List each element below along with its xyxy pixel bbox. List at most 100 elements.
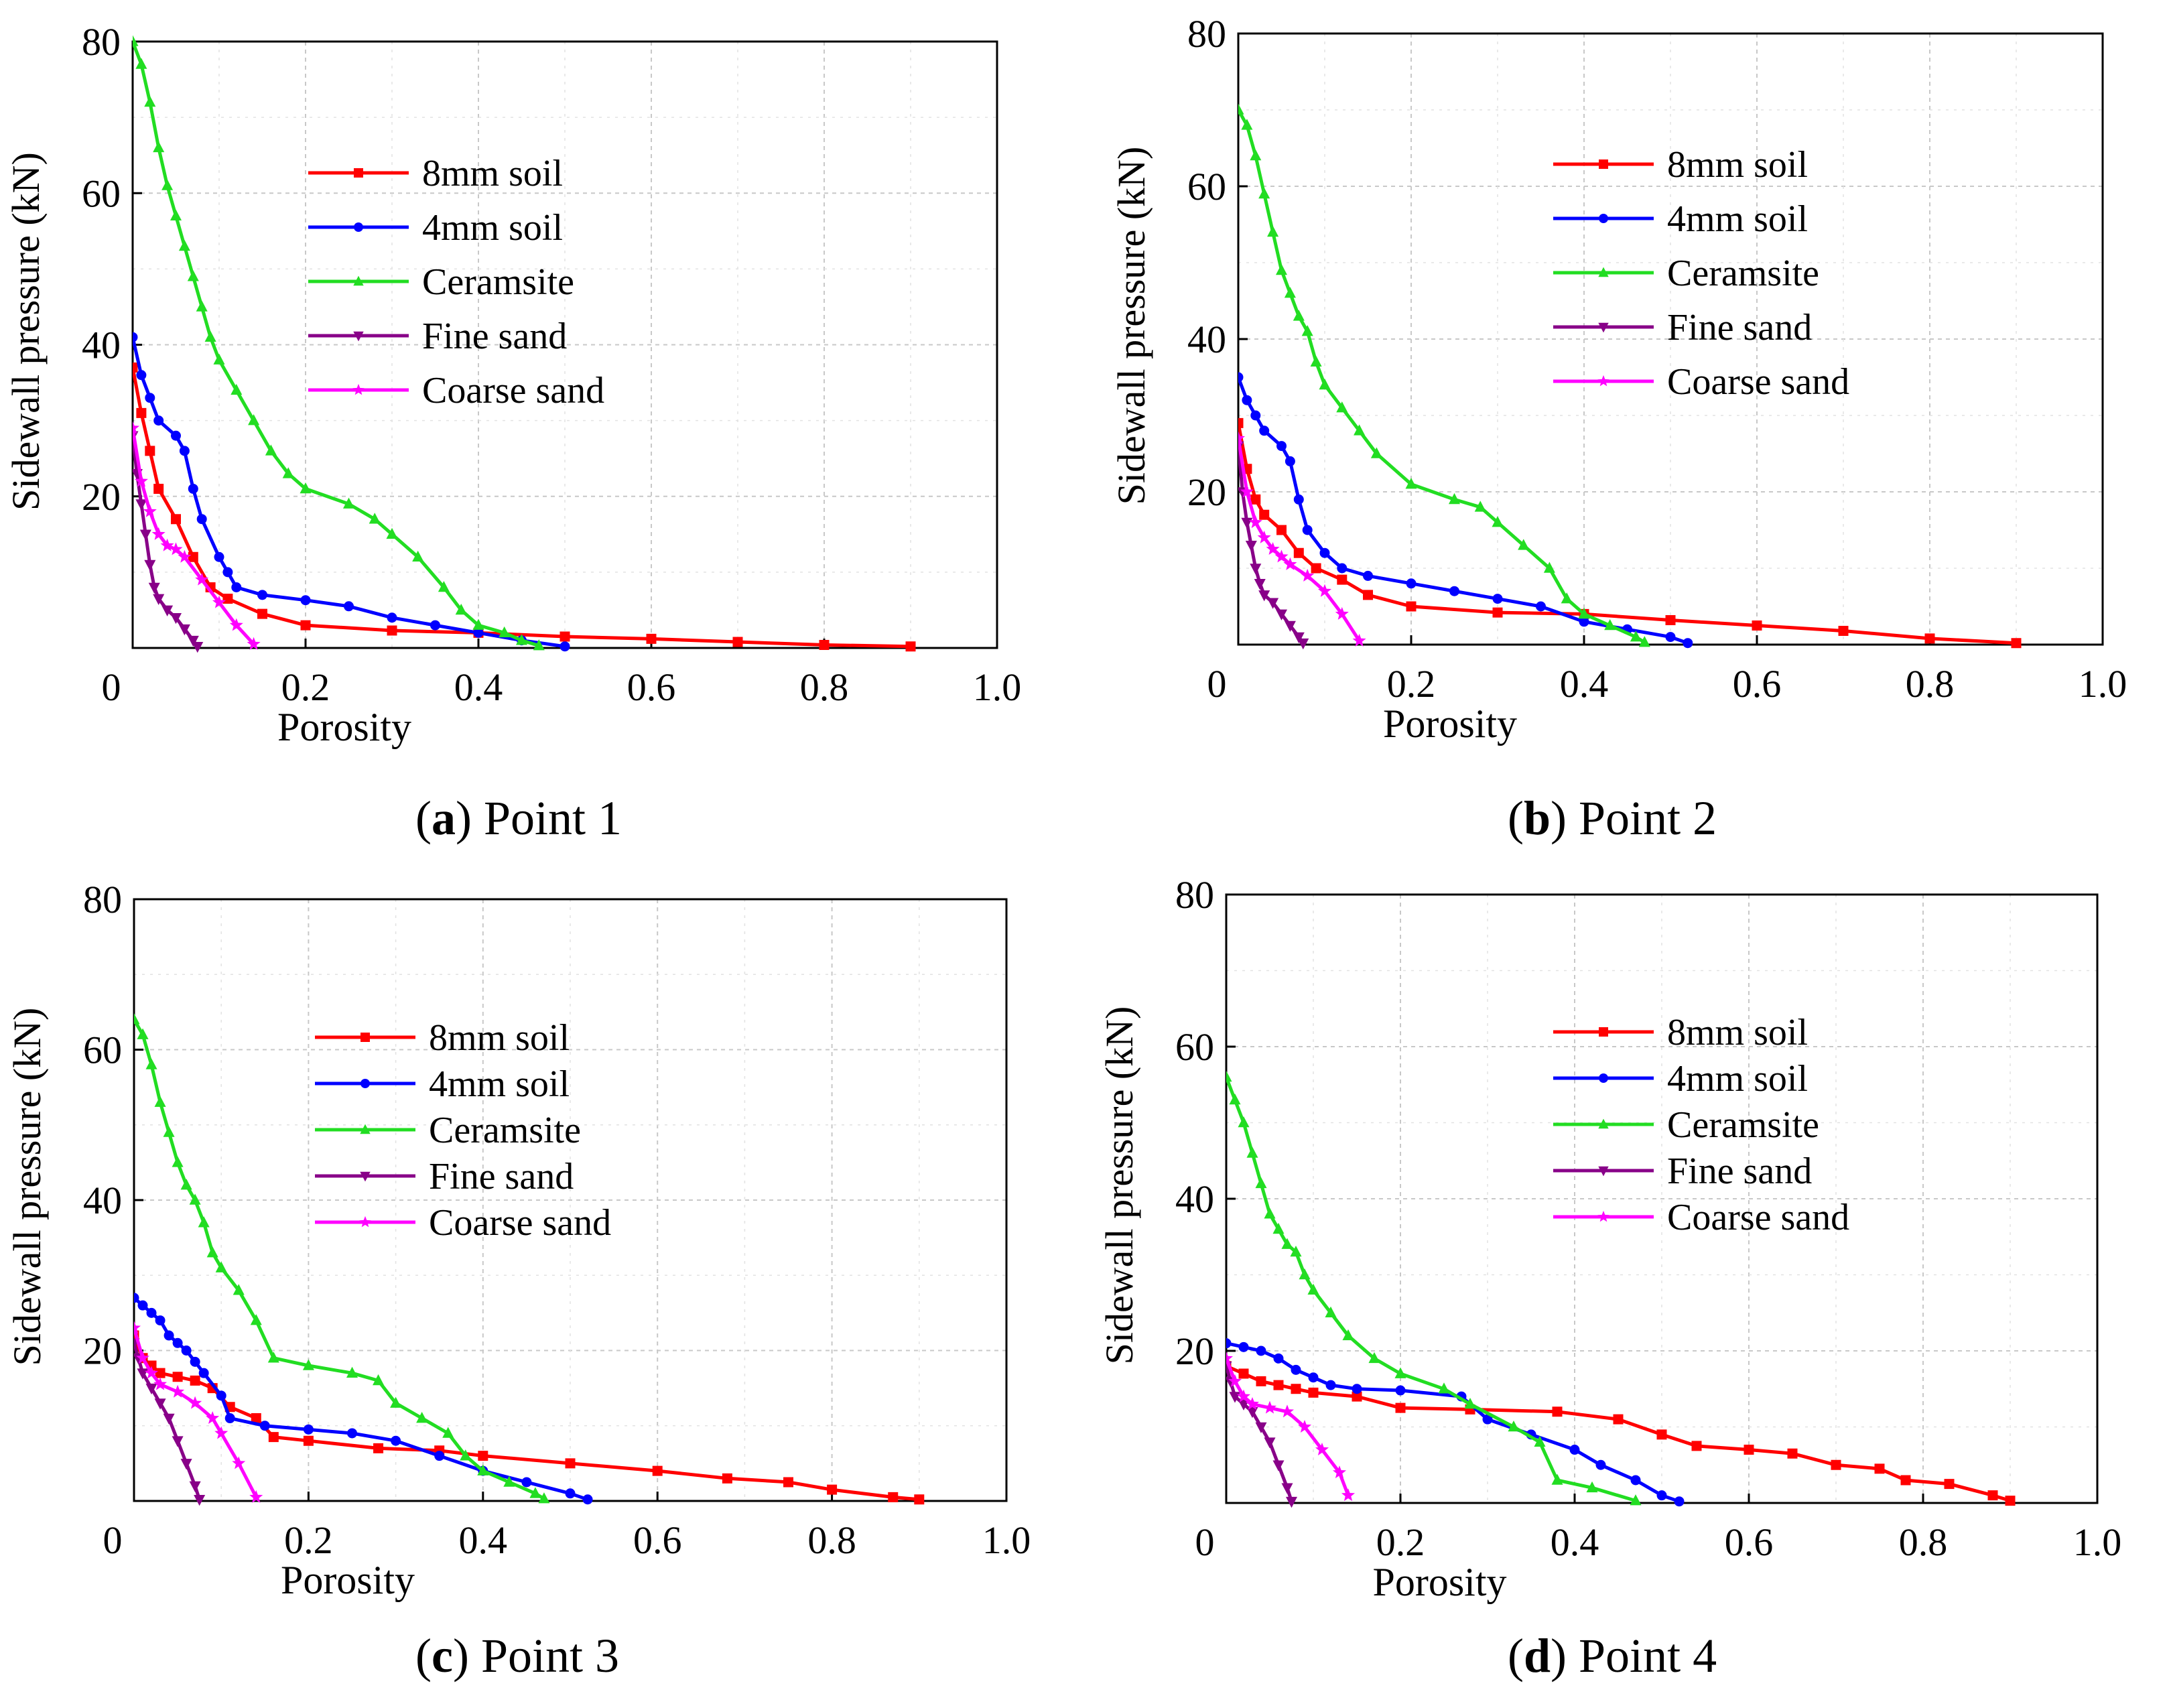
- data-point: [171, 1384, 185, 1398]
- data-point: [155, 1315, 166, 1326]
- legend-label: Coarse sand: [1667, 361, 1849, 403]
- data-point: [1272, 1460, 1285, 1471]
- data-point: [1317, 584, 1332, 597]
- legend-marker: [1597, 1210, 1609, 1222]
- data-point: [1281, 1483, 1293, 1494]
- data-point: [819, 639, 830, 650]
- series-4mm-soil: [1238, 372, 1693, 649]
- data-point: [134, 1321, 141, 1334]
- data-point: [300, 595, 311, 606]
- data-point: [153, 1377, 168, 1390]
- legend-marker: [359, 1216, 371, 1228]
- data-point: [189, 1481, 201, 1493]
- data-point: [1336, 401, 1348, 413]
- data-point: [1492, 516, 1504, 527]
- data-point: [1256, 1376, 1266, 1386]
- x-tick-label: 1.0: [2079, 662, 2127, 706]
- y-tick-label: 20: [82, 475, 121, 519]
- y-tick-label: 80: [83, 878, 122, 921]
- data-point: [1283, 557, 1297, 570]
- data-point: [1250, 494, 1261, 505]
- data-point: [194, 1494, 206, 1506]
- legend-item: Ceramsite: [1553, 253, 1819, 294]
- data-point: [163, 1126, 175, 1137]
- data-point: [1551, 1473, 1563, 1485]
- data-point: [1257, 530, 1271, 543]
- legend-label: 8mm soil: [1667, 144, 1808, 186]
- data-point: [442, 1427, 454, 1438]
- legend-item: Coarse sand: [308, 370, 604, 411]
- data-point: [1285, 1496, 1298, 1508]
- data-point: [188, 483, 198, 494]
- data-point: [1297, 638, 1309, 650]
- data-point: [1370, 447, 1382, 458]
- y-axis-label: Sidewall pressure (kN): [1110, 147, 1153, 505]
- series-line: [1238, 377, 1689, 645]
- data-point: [161, 179, 174, 190]
- data-point: [1291, 1364, 1301, 1375]
- data-point: [190, 1356, 200, 1367]
- data-point: [1241, 517, 1253, 529]
- x-tick-label: 1.0: [982, 1518, 1031, 1562]
- data-point: [134, 1013, 140, 1025]
- x-tick-label: 0.6: [1725, 1520, 1774, 1564]
- legend-marker: [1599, 1073, 1608, 1083]
- series-8mm-soil: [133, 362, 916, 652]
- data-point: [204, 330, 216, 342]
- data-point: [179, 446, 190, 456]
- y-tick-label: 60: [1175, 1025, 1214, 1069]
- data-point: [1250, 149, 1262, 161]
- x-tick-label: 0.8: [807, 1518, 856, 1562]
- series-ceramsite: [1226, 1070, 1642, 1506]
- data-point: [195, 572, 209, 586]
- data-point: [1508, 1421, 1520, 1432]
- data-point: [369, 513, 381, 524]
- data-point: [1474, 501, 1486, 512]
- legend-marker: [360, 1124, 371, 1134]
- data-point: [1264, 1207, 1276, 1219]
- data-point: [342, 497, 355, 509]
- series-ceramsite: [133, 35, 545, 651]
- legend-label: Ceramsite: [1667, 1104, 1819, 1146]
- data-point: [232, 1456, 246, 1469]
- data-point: [905, 641, 916, 652]
- legend-item: Ceramsite: [1553, 1104, 1819, 1146]
- data-point: [1665, 615, 1676, 626]
- data-point: [722, 1473, 732, 1484]
- data-point: [1308, 1387, 1319, 1398]
- legend-label: 8mm soil: [429, 1017, 570, 1059]
- data-point: [196, 300, 208, 312]
- legend-item: Ceramsite: [315, 1110, 581, 1151]
- series-coarse-sand: [133, 421, 261, 650]
- series-line: [1226, 1358, 1350, 1496]
- data-point: [136, 407, 147, 418]
- data-point: [1255, 1177, 1267, 1189]
- legend-item: Coarse sand: [1553, 361, 1849, 403]
- series-coarse-sand: [1238, 431, 1366, 647]
- data-point: [1238, 372, 1244, 383]
- data-point: [499, 626, 511, 638]
- data-point: [170, 430, 182, 441]
- data-point: [250, 1314, 262, 1325]
- data-point: [434, 1451, 445, 1461]
- legend-marker: [352, 383, 365, 395]
- data-point: [1405, 478, 1417, 489]
- data-point: [196, 514, 207, 525]
- data-point: [1518, 539, 1530, 550]
- data-point: [180, 1179, 192, 1190]
- series-fine-sand: [1238, 441, 1309, 650]
- data-point: [1228, 1374, 1242, 1387]
- data-point: [1691, 1441, 1702, 1451]
- data-point: [135, 499, 147, 511]
- data-point: [1900, 1475, 1911, 1486]
- data-point: [137, 1028, 149, 1039]
- data-point: [1301, 325, 1313, 336]
- data-point: [343, 601, 354, 612]
- caption-a-text: Point 1: [483, 791, 622, 845]
- data-point: [1630, 631, 1642, 642]
- chart-panel-a: 0 0.2 0.4 0.6 0.8 1.0 20 40 60 80 Porosity Sidewall…: [0, 0, 1084, 774]
- data-point: [346, 1366, 358, 1378]
- data-point: [1656, 1490, 1667, 1501]
- data-point: [190, 1375, 200, 1386]
- x-axis-label: Porosity: [281, 1558, 415, 1602]
